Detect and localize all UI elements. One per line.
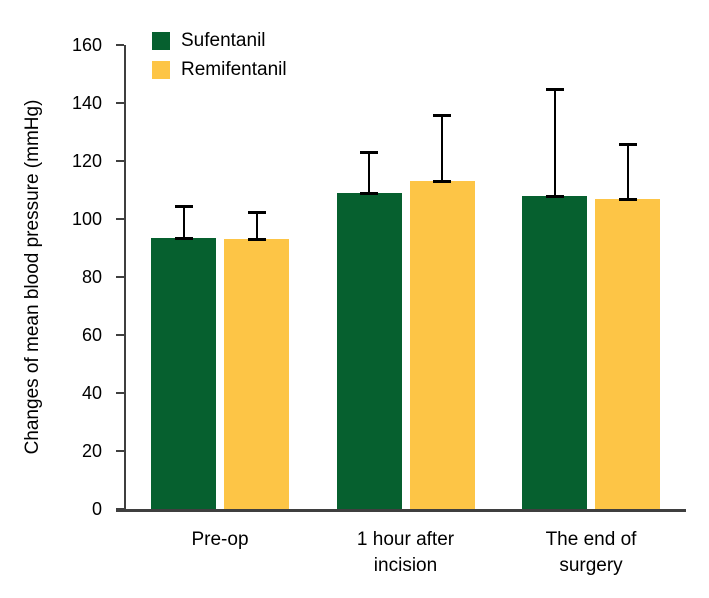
y-axis-line (124, 45, 126, 511)
x-category-label-1: 1 hour after incision (357, 527, 454, 579)
bar-sufentanil-1 (336, 192, 402, 509)
bar-sufentanil-2 (522, 195, 587, 509)
legend-label-remifentanil: Remifentanil (181, 59, 287, 80)
x-category-label-line: incision (373, 555, 438, 576)
y-axis-tick (116, 160, 124, 162)
x-category-label-2: The end of surgery (546, 527, 637, 579)
error-bar-cap-bottom (247, 238, 266, 242)
bar-remifentanil-2 (595, 198, 660, 509)
x-category-label-line: 1 hour after (356, 529, 455, 550)
y-tick-label: 80 (81, 267, 102, 287)
bar-remifentanil-1 (409, 181, 475, 509)
y-tick-label: 20 (81, 441, 102, 461)
error-bar-cap-top (174, 204, 193, 208)
plot-area: 0 20 40 60 80 100 120 140 160 (72, 35, 686, 519)
error-bar-cap-bottom (360, 191, 378, 195)
x-category-label-line: Pre-op (191, 529, 249, 550)
y-axis-tick (116, 218, 124, 220)
y-tick-label: 100 (71, 209, 102, 229)
y-axis-tick (116, 334, 124, 336)
y-tick-label: 40 (81, 383, 102, 403)
y-tick-label: 60 (81, 325, 102, 345)
error-bar-line (368, 152, 370, 193)
error-bar-line (182, 205, 185, 238)
y-tick-label: 120 (71, 151, 102, 171)
error-bar-cap-top (618, 142, 637, 146)
x-category-label-line: surgery (559, 555, 623, 576)
error-bar-cap-bottom (618, 197, 637, 201)
error-bar-cap-bottom (174, 236, 193, 240)
y-axis-tick (116, 44, 124, 46)
y-axis-tick (116, 392, 124, 394)
error-bar-cap-bottom (433, 180, 451, 184)
y-tick-label: 160 (71, 35, 102, 55)
y-axis-tick (116, 276, 124, 278)
legend: Sufentanil Remifentanil (152, 30, 287, 81)
x-category-label-0: Pre-op (191, 527, 248, 553)
y-tick-label: 140 (71, 93, 102, 113)
error-bar-cap-top (545, 87, 564, 91)
legend-swatch-sufentanil (152, 32, 170, 50)
legend-label-sufentanil: Sufentanil (181, 30, 266, 51)
y-axis-tick (116, 450, 124, 452)
y-axis-label: Changes of mean blood pressure (mmHg) (22, 99, 43, 455)
error-bar-cap-top (360, 151, 378, 155)
error-bar-line (626, 143, 629, 199)
x-category-label-line: The end of (545, 529, 637, 550)
y-tick-label: 0 (91, 499, 102, 519)
bar-remifentanil-0 (224, 239, 289, 509)
legend-swatch-remifentanil (152, 61, 170, 79)
x-axis-line (116, 509, 686, 512)
y-axis-tick (116, 508, 124, 510)
error-bar-line (255, 211, 258, 240)
error-bar-line (553, 88, 556, 196)
legend-item-remifentanil: Remifentanil (152, 59, 287, 81)
legend-item-sufentanil: Sufentanil (152, 30, 287, 52)
error-bar-cap-top (247, 210, 266, 214)
error-bar-cap-top (433, 113, 451, 117)
error-bar-line (441, 114, 443, 182)
error-bar-cap-bottom (545, 194, 564, 198)
bar-sufentanil-0 (151, 237, 216, 509)
y-axis-tick (116, 102, 124, 104)
